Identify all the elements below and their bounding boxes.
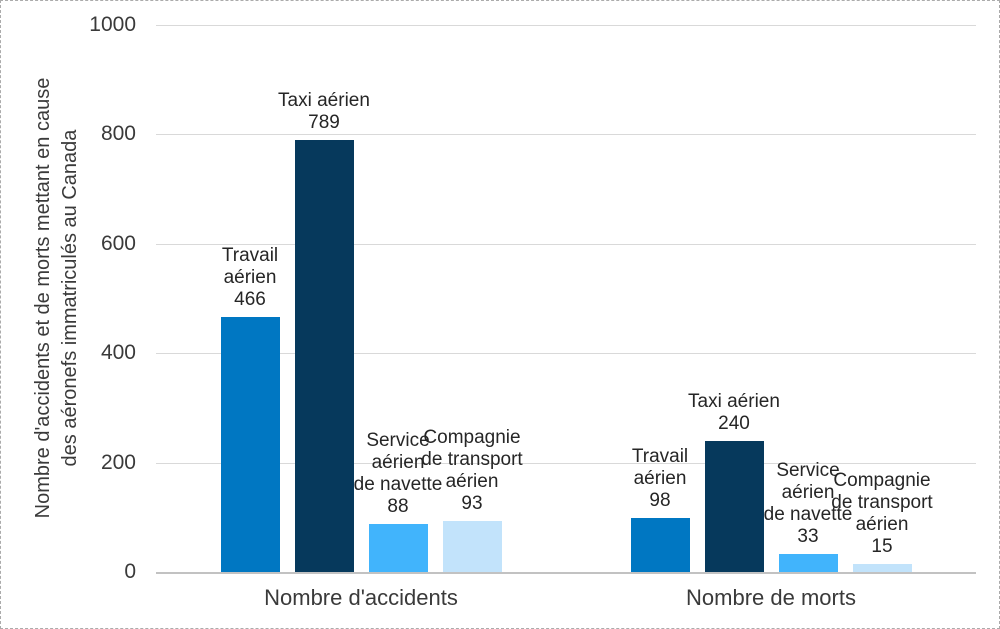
bar-label-value: 33 — [797, 525, 819, 547]
bar-service-aerien-de-navette-nombre-d-accidents — [368, 523, 428, 572]
bar-service-aerien-de-navette-nombre-de-morts — [778, 553, 838, 572]
bar-label-name-line: de navette — [763, 503, 853, 525]
bar-label-name-line: aérien — [633, 468, 687, 490]
bar-taxi-aerien-nombre-d-accidents — [294, 140, 354, 572]
bar-label-value: 88 — [387, 495, 409, 517]
gridline — [156, 25, 976, 26]
bar-label-name-line: Travail — [221, 245, 279, 267]
y-axis-title-line-1: Nombre d'accidents et de morts mettant e… — [32, 77, 54, 519]
bar-label-name-line: Travail — [631, 446, 689, 468]
y-axis-tick-label: 1000 — [89, 13, 136, 36]
bar-label-name-line: aérien — [223, 267, 277, 289]
bar-label-name-line: de transport — [831, 491, 933, 513]
bar-label-name-line: aérien — [781, 481, 835, 503]
bar-compagnie-de-transport-aerien-nombre-de-morts — [852, 563, 912, 572]
bar-travail-aerien-nombre-d-accidents — [220, 317, 280, 572]
y-axis-title: Nombre d'accidents et de morts mettant e… — [30, 38, 84, 558]
bar-label-name-line: Taxi aérien — [688, 390, 780, 412]
bar-label-name-line: Service — [776, 459, 840, 481]
bar-label-name-line: de navette — [353, 473, 443, 495]
x-category-label-nombre-de-morts: Nombre de morts — [686, 585, 856, 610]
bar-label-compagnie-de-transport-aerien-nombre-de-morts: Compagnie de transport aérien 15 — [807, 470, 957, 558]
bar-label-name-line: aérien — [855, 513, 909, 535]
y-axis-tick-label: 600 — [100, 231, 136, 255]
bar-label-travail-aerien-nombre-d-accidents: Travail aérien 466 — [175, 245, 325, 311]
y-axis-tick-label: 200 — [100, 450, 136, 474]
bar-label-name-line: aérien — [445, 471, 499, 493]
gridline — [156, 353, 976, 355]
bar-label-name-line: Compagnie — [423, 427, 521, 449]
bar-label-name-line: Compagnie — [833, 469, 931, 491]
bar-label-service-aerien-de-navette-nombre-d-accidents: Service aérien de navette 88 — [323, 430, 473, 518]
gridline — [156, 462, 976, 464]
bar-label-name-line: aérien — [371, 451, 425, 473]
y-axis-tick-label: 0 — [124, 560, 136, 583]
bar-travail-aerien-nombre-de-morts — [630, 518, 690, 572]
bar-label-name-line: Taxi aérien — [278, 90, 370, 112]
bar-label-value: 240 — [718, 412, 750, 434]
bar-label-value: 789 — [308, 112, 340, 134]
bar-label-value: 15 — [871, 535, 893, 557]
bar-taxi-aerien-nombre-de-morts — [704, 440, 764, 572]
bar-compagnie-de-transport-aerien-nombre-d-accidents — [442, 521, 502, 572]
bar-label-taxi-aerien-nombre-d-accidents: Taxi aérien 789 — [249, 90, 399, 134]
bar-label-value: 93 — [461, 493, 483, 515]
bar-label-name-line: Service — [366, 429, 430, 451]
gridline — [156, 134, 976, 136]
bar-label-value: 98 — [649, 490, 671, 512]
bar-label-value: 466 — [234, 289, 266, 311]
y-axis-title-line-2: des aéronefs immatriculés au Canada — [59, 129, 81, 467]
x-axis-line — [156, 572, 976, 574]
gridline — [156, 243, 976, 245]
y-axis-tick-label: 800 — [100, 122, 136, 146]
bar-label-service-aerien-de-navette-nombre-de-morts: Service aérien de navette 33 — [733, 460, 883, 548]
bar-label-compagnie-de-transport-aerien-nombre-d-accidents: Compagnie de transport aérien 93 — [397, 427, 547, 515]
y-axis-tick-label: 400 — [100, 341, 136, 365]
bar-label-travail-aerien-nombre-de-morts: Travail aérien 98 — [585, 446, 735, 512]
bar-label-name-line: de transport — [421, 449, 523, 471]
bar-label-taxi-aerien-nombre-de-morts: Taxi aérien 240 — [659, 391, 809, 435]
x-category-label-nombre-d-accidents: Nombre d'accidents — [264, 585, 458, 610]
